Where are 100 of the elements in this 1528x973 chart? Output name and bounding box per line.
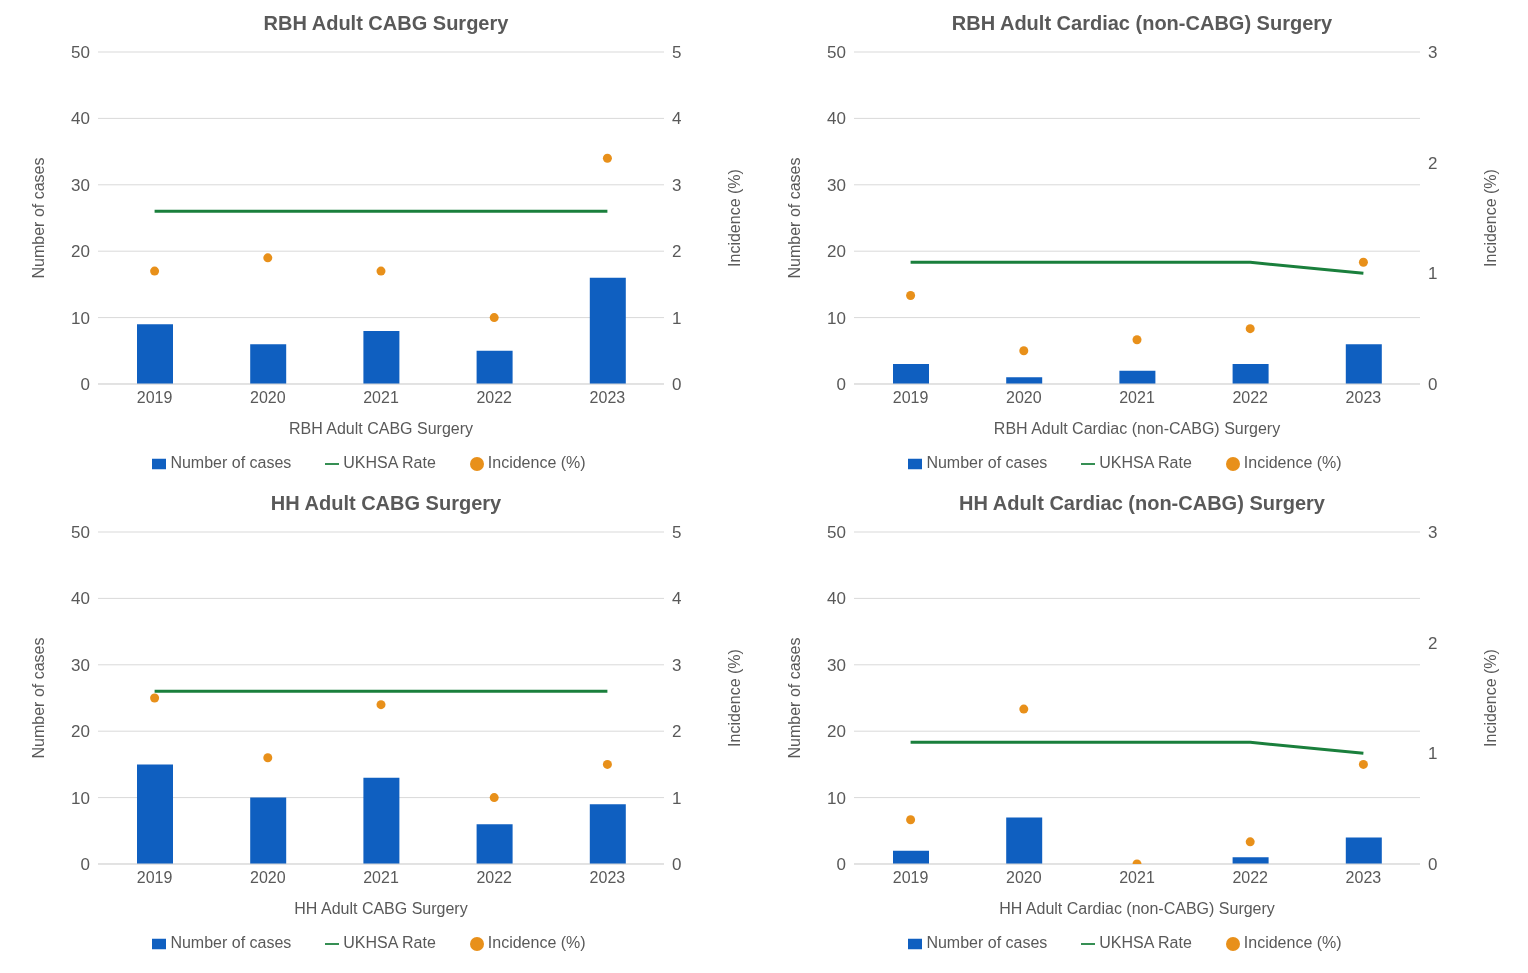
- y2-tick-label: 1: [1428, 264, 1438, 284]
- point: [1245, 837, 1255, 847]
- bar: [1006, 377, 1043, 384]
- x-tick-label: 2019: [136, 389, 173, 407]
- x-tick-label: 2023: [1345, 869, 1382, 887]
- y-axis-title: Number of cases: [785, 637, 803, 759]
- x-tick-label: 2023: [589, 389, 626, 407]
- x-tick-label: 2021: [363, 869, 399, 887]
- x-tick-label: 2021: [1119, 869, 1155, 887]
- y2-axis-title: Incidence (%): [725, 169, 743, 267]
- point: [150, 693, 160, 703]
- x-axis-title: HH Adult Cardiac (non-CABG) Surgery: [999, 900, 1275, 917]
- y2-axis-title: Incidence (%): [725, 649, 743, 747]
- y2-tick-label: 1: [672, 308, 682, 328]
- chart-title: HH Adult Cardiac (non-CABG) Surgery: [958, 491, 1326, 516]
- y-tick-label: 50: [827, 43, 846, 63]
- legend-label: Incidence (%): [487, 454, 586, 471]
- bar: [476, 350, 513, 384]
- y2-tick-label: 0: [1428, 855, 1438, 875]
- point: [602, 759, 612, 769]
- x-axis-title: RBH Adult CABG Surgery: [288, 420, 474, 437]
- x-tick-label: 2020: [1006, 869, 1042, 887]
- y2-tick-label: 3: [1428, 43, 1438, 63]
- point: [1019, 704, 1029, 714]
- x-tick-label: 2019: [136, 869, 173, 887]
- x-tick-label: 2022: [476, 389, 513, 407]
- bar: [1232, 857, 1269, 864]
- y-tick-label: 10: [827, 788, 846, 808]
- point: [906, 290, 916, 300]
- bar: [363, 777, 400, 864]
- bar: [1006, 817, 1043, 864]
- point: [602, 153, 612, 163]
- legend-label: Incidence (%): [487, 934, 586, 951]
- point: [906, 815, 916, 825]
- bar: [137, 324, 173, 384]
- x-tick-label: 2020: [250, 389, 286, 407]
- y-tick-label: 0: [80, 375, 90, 395]
- y-tick-label: 40: [827, 109, 846, 129]
- legend-label: Incidence (%): [1243, 934, 1342, 951]
- legend-label: UKHSA Rate: [343, 454, 436, 471]
- bar: [1345, 837, 1382, 864]
- point: [150, 266, 160, 276]
- point: [376, 700, 386, 710]
- y-tick-label: 50: [71, 43, 90, 63]
- y-tick-label: 0: [836, 855, 846, 875]
- x-tick-label: 2022: [1232, 869, 1269, 887]
- y-tick-label: 40: [71, 589, 90, 609]
- y2-axis-title: Incidence (%): [1481, 649, 1499, 747]
- point: [263, 753, 273, 763]
- y2-tick-label: 5: [672, 523, 682, 543]
- y-tick-label: 20: [827, 242, 846, 262]
- x-tick-label: 2019: [892, 869, 929, 887]
- y-axis-title: Number of cases: [29, 157, 47, 279]
- y-tick-label: 30: [71, 655, 90, 675]
- point: [263, 253, 273, 263]
- y-tick-label: 10: [827, 308, 846, 328]
- y-tick-label: 20: [827, 722, 846, 742]
- bar: [589, 277, 626, 384]
- x-tick-label: 2020: [250, 869, 286, 887]
- x-tick-label: 2022: [1232, 389, 1269, 407]
- y-tick-label: 20: [71, 722, 90, 742]
- x-tick-label: 2023: [1345, 389, 1382, 407]
- chart-title: RBH Adult CABG Surgery: [262, 11, 510, 36]
- bar: [893, 850, 929, 864]
- y2-tick-label: 3: [672, 655, 682, 675]
- y-tick-label: 40: [827, 589, 846, 609]
- y2-tick-label: 3: [1428, 523, 1438, 543]
- y2-tick-label: 2: [672, 722, 682, 742]
- y-tick-label: 40: [71, 109, 90, 129]
- legend-label: Number of cases: [926, 934, 1048, 951]
- y2-axis-title: Incidence (%): [1481, 169, 1499, 267]
- y-tick-label: 50: [71, 523, 90, 543]
- x-tick-label: 2021: [363, 389, 399, 407]
- legend-label: Number of cases: [170, 454, 292, 471]
- y2-tick-label: 0: [672, 855, 682, 875]
- y2-tick-label: 1: [672, 788, 682, 808]
- y2-tick-label: 5: [672, 43, 682, 63]
- bar: [1119, 370, 1156, 384]
- point: [376, 266, 386, 276]
- legend-label: Number of cases: [926, 454, 1048, 471]
- point: [1245, 324, 1255, 334]
- y2-tick-label: 2: [672, 242, 682, 262]
- chart-title: HH Adult CABG Surgery: [269, 491, 503, 516]
- point: [1132, 335, 1142, 345]
- point: [1358, 257, 1368, 267]
- legend-label: Number of cases: [170, 934, 292, 951]
- y-tick-label: 30: [827, 175, 846, 195]
- y-tick-label: 0: [836, 375, 846, 395]
- legend-label: Incidence (%): [1243, 454, 1342, 471]
- x-tick-label: 2019: [892, 389, 929, 407]
- y2-tick-label: 4: [672, 589, 682, 609]
- y-tick-label: 20: [71, 242, 90, 262]
- point: [489, 313, 499, 323]
- bar: [250, 797, 287, 864]
- bar: [363, 330, 400, 384]
- y2-tick-label: 3: [672, 175, 682, 195]
- legend-label: UKHSA Rate: [1099, 934, 1192, 951]
- y-tick-label: 10: [71, 788, 90, 808]
- y-axis-title: Number of cases: [785, 157, 803, 279]
- point: [1019, 346, 1029, 356]
